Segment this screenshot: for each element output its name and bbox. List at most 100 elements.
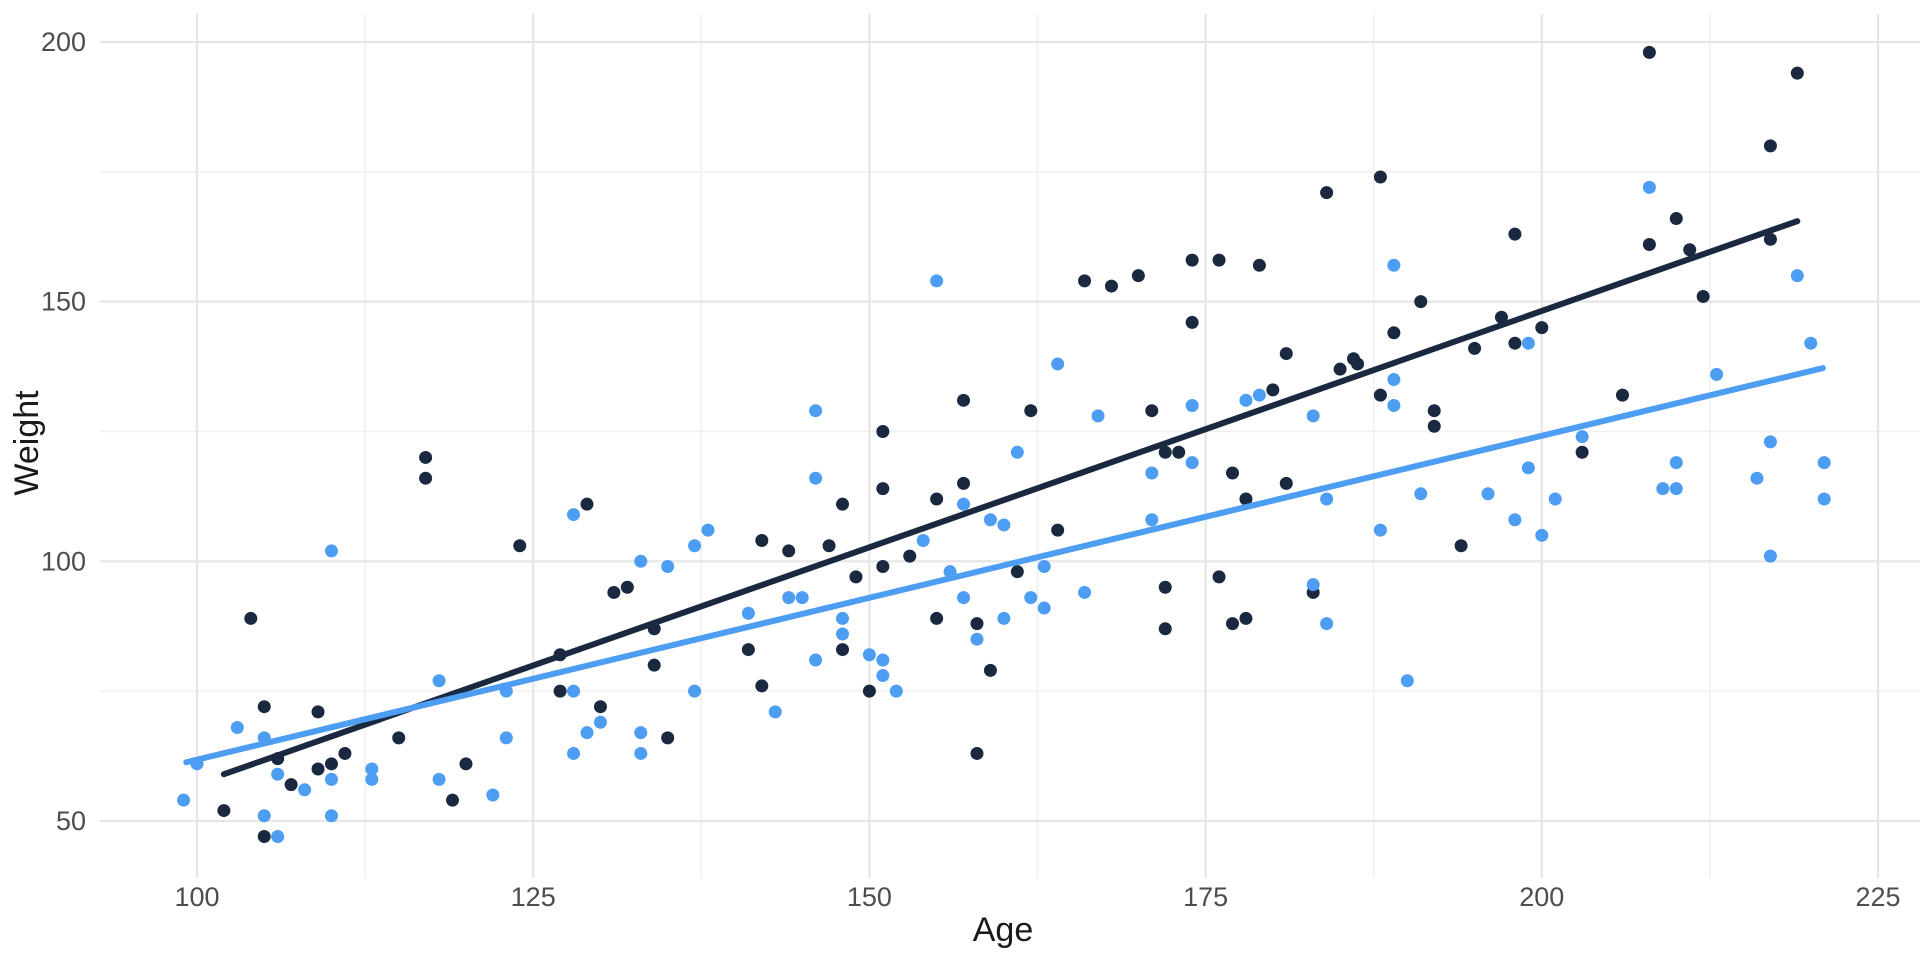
data-point-group-dark — [957, 476, 971, 490]
data-point-group-dark — [257, 830, 271, 844]
data-point-group-dark — [876, 482, 890, 496]
data-point-group-dark — [1024, 404, 1038, 418]
data-point-group-dark — [1266, 383, 1280, 397]
data-point-group-blue — [1575, 430, 1589, 444]
data-point-group-blue — [1091, 409, 1105, 423]
data-point-group-blue — [567, 746, 581, 760]
data-point-group-blue — [809, 471, 823, 485]
data-point-group-dark — [1575, 445, 1589, 459]
data-point-group-blue — [593, 715, 607, 729]
data-point-group-blue — [580, 726, 594, 740]
data-point-group-dark — [1252, 258, 1266, 272]
data-point-group-blue — [1521, 461, 1535, 475]
data-point-group-dark — [1642, 238, 1656, 252]
data-point-group-dark — [1427, 419, 1441, 433]
data-point-group-blue — [836, 627, 850, 641]
data-point-group-blue — [1656, 482, 1670, 496]
data-point-group-dark — [1158, 445, 1172, 459]
data-point-group-blue — [298, 783, 312, 797]
data-point-group-blue — [432, 674, 446, 688]
x-tick-label: 225 — [1855, 882, 1900, 912]
trend-line-group-blue — [183, 365, 1826, 766]
data-point-group-blue — [1306, 409, 1320, 423]
data-point-group-blue — [1145, 466, 1159, 480]
data-point-group-dark — [661, 731, 675, 745]
data-point-group-dark — [1078, 274, 1092, 288]
y-tick-label: 50 — [56, 806, 86, 836]
data-point-group-blue — [567, 684, 581, 698]
data-point-group-dark — [647, 658, 661, 672]
data-point-group-blue — [957, 497, 971, 511]
data-point-group-dark — [836, 497, 850, 511]
x-tick-label: 100 — [174, 882, 219, 912]
data-point-group-blue — [1320, 492, 1334, 506]
data-point-group-dark — [836, 643, 850, 657]
data-point-group-blue — [271, 830, 285, 844]
data-point-group-blue — [257, 809, 271, 823]
data-point-group-dark — [553, 684, 567, 698]
data-point-group-dark — [1051, 523, 1065, 537]
data-point-group-blue — [634, 554, 648, 568]
data-point-group-dark — [849, 570, 863, 584]
data-point-group-dark — [1225, 617, 1239, 631]
data-point-group-blue — [1710, 367, 1724, 381]
data-point-group-blue — [1037, 601, 1051, 615]
data-point-group-blue — [1252, 388, 1266, 402]
trend-line-group-dark — [220, 218, 1801, 778]
data-point-group-blue — [957, 591, 971, 605]
data-point-group-blue — [688, 684, 702, 698]
data-point-group-dark — [876, 424, 890, 438]
data-point-group-dark — [1763, 232, 1777, 246]
data-point-group-blue — [486, 788, 500, 802]
data-point-group-blue — [916, 534, 930, 548]
data-point-group-dark — [930, 492, 944, 506]
data-point-group-blue — [1400, 674, 1414, 688]
y-axis-title: Weight — [8, 390, 46, 496]
data-point-group-blue — [809, 653, 823, 667]
data-point-group-blue — [1387, 399, 1401, 413]
data-point-group-blue — [1387, 373, 1401, 387]
data-point-group-dark — [1387, 326, 1401, 340]
data-point-group-dark — [1790, 66, 1804, 80]
data-point-group-blue — [1804, 336, 1818, 350]
data-point-group-dark — [1468, 341, 1482, 355]
data-point-group-blue — [324, 809, 338, 823]
data-point-group-blue — [876, 653, 890, 667]
data-point-group-dark — [876, 559, 890, 573]
data-point-group-blue — [271, 767, 285, 781]
data-point-group-dark — [1535, 321, 1549, 335]
data-point-group-blue — [1750, 471, 1764, 485]
data-point-group-dark — [338, 746, 352, 760]
data-point-group-dark — [1212, 253, 1226, 267]
data-point-group-dark — [593, 700, 607, 714]
points-layer — [177, 45, 1831, 844]
y-tick-label: 100 — [41, 546, 86, 576]
data-point-group-blue — [741, 606, 755, 620]
data-point-group-blue — [1481, 487, 1495, 501]
data-point-group-dark — [1494, 310, 1508, 324]
x-tick-label: 125 — [511, 882, 556, 912]
data-point-group-dark — [1145, 404, 1159, 418]
data-point-group-dark — [1104, 279, 1118, 293]
data-point-group-dark — [903, 549, 917, 563]
data-point-group-dark — [257, 700, 271, 714]
data-point-group-blue — [1669, 482, 1683, 496]
data-point-group-dark — [244, 611, 258, 625]
data-point-group-blue — [1239, 393, 1253, 407]
x-tick-label: 175 — [1183, 882, 1228, 912]
data-point-group-blue — [1763, 435, 1777, 449]
data-point-group-blue — [1387, 258, 1401, 272]
data-point-group-dark — [957, 393, 971, 407]
data-point-group-blue — [1763, 549, 1777, 563]
data-point-group-blue — [1185, 456, 1199, 470]
data-point-group-blue — [230, 720, 244, 734]
data-point-group-blue — [661, 559, 675, 573]
data-point-group-dark — [822, 539, 836, 553]
data-point-group-blue — [1817, 492, 1831, 506]
data-point-group-dark — [620, 580, 634, 594]
data-point-group-blue — [688, 539, 702, 553]
data-point-group-blue — [876, 669, 890, 683]
data-point-group-blue — [1548, 492, 1562, 506]
data-point-group-blue — [1185, 399, 1199, 413]
